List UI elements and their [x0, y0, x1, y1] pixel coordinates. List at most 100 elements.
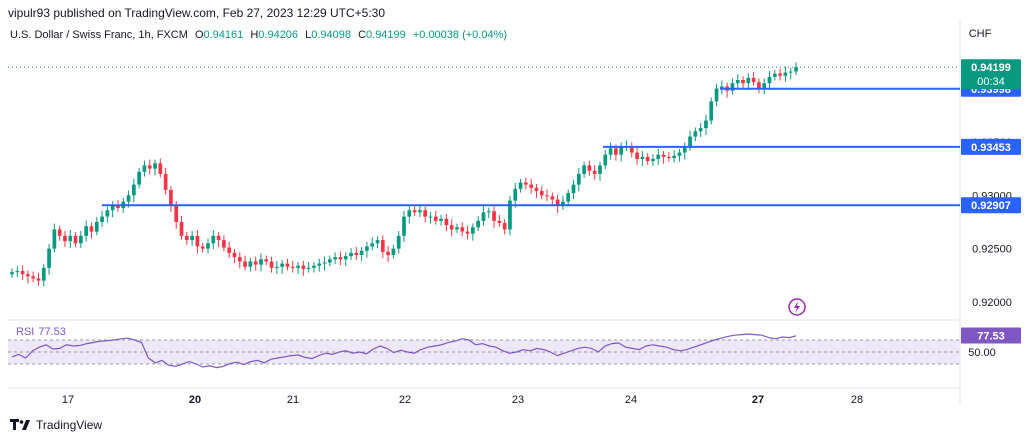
candle-body — [365, 246, 369, 251]
candle-body — [778, 73, 782, 76]
candle-body — [211, 235, 216, 244]
candle-body — [36, 278, 41, 281]
candle-body — [688, 136, 692, 148]
candle-body — [566, 193, 571, 202]
candle-body — [52, 229, 57, 249]
candle-body — [200, 246, 205, 249]
candle-body — [735, 80, 740, 84]
candle-body — [280, 263, 285, 267]
candle-body — [772, 73, 777, 77]
candle-body — [253, 261, 258, 265]
candle-body — [126, 195, 131, 202]
candle-body — [635, 152, 639, 159]
candle-body — [396, 235, 401, 249]
candle-body — [460, 227, 465, 232]
candle-body — [550, 196, 555, 200]
candle-body — [730, 83, 735, 91]
candle-body — [301, 265, 306, 269]
candle-body — [290, 266, 295, 268]
publisher-credit: vipulr93 published on TradingView.com, F… — [8, 6, 386, 20]
candle-body — [741, 80, 745, 84]
candle-body — [407, 210, 412, 217]
candle-body — [147, 165, 152, 169]
candle-body — [518, 182, 523, 189]
candle-body — [439, 218, 443, 221]
candle-body — [402, 216, 406, 236]
current-price-label: 0.94199 — [971, 62, 1011, 74]
candle-body — [153, 163, 157, 169]
tradingview-footer[interactable]: TradingView — [10, 418, 102, 432]
candle-body — [206, 243, 210, 249]
candle-body — [746, 77, 751, 84]
candle-body — [322, 262, 327, 264]
level-price-label: 0.93453 — [971, 142, 1011, 154]
level-price-tag — [961, 197, 1021, 214]
rsi-legend-value: 77.53 — [38, 326, 66, 338]
candle-body — [68, 235, 73, 242]
candle-body — [693, 131, 698, 137]
candle-body — [598, 165, 602, 174]
candle-body — [349, 252, 353, 257]
candle-body — [47, 248, 51, 268]
high-label: H — [250, 29, 259, 41]
candle-body — [465, 231, 470, 234]
candle-body — [259, 259, 263, 265]
candle-body — [306, 267, 311, 269]
candle-body — [682, 147, 687, 153]
candle-body — [455, 227, 459, 230]
candle-body — [603, 154, 608, 166]
candle-body — [614, 148, 618, 155]
candle-body — [137, 171, 141, 185]
candle-body — [497, 220, 502, 224]
candle-body — [587, 165, 592, 171]
candle-body — [608, 148, 613, 155]
lightning-bolt-icon — [794, 301, 800, 313]
candle-body — [667, 156, 671, 158]
close-label: C — [358, 29, 367, 41]
candle-body — [709, 101, 714, 121]
candle-body — [476, 220, 481, 228]
candle-body — [31, 276, 36, 279]
tradingview-logo-icon — [10, 419, 30, 430]
candle-body — [672, 155, 677, 158]
candle-body — [698, 128, 703, 132]
candle-body — [783, 72, 788, 76]
candle-body — [592, 170, 597, 174]
candle-body — [555, 199, 560, 206]
open-label: O — [194, 29, 204, 41]
candle-body — [174, 205, 179, 222]
candle-body — [704, 120, 708, 129]
candle-body — [94, 221, 99, 232]
candle-body — [179, 221, 184, 236]
candle-body — [57, 229, 62, 236]
candle-body — [84, 226, 89, 236]
rsi-tick-label: 50.00 — [968, 347, 996, 359]
candle-body — [449, 225, 454, 230]
candle-body — [169, 189, 173, 206]
candle-body — [142, 165, 147, 172]
candle-body — [412, 210, 417, 213]
low-value: 0.94098 — [311, 29, 351, 41]
candle-body — [561, 201, 565, 206]
candle-body — [571, 184, 576, 194]
candle-body — [719, 86, 724, 89]
price-tick-label: 0.92500 — [972, 244, 1012, 256]
lightning-icon — [788, 298, 806, 316]
candle-body — [391, 248, 396, 256]
candle-body — [79, 235, 83, 244]
candle-body — [317, 263, 322, 266]
candle-body — [190, 235, 194, 241]
candle-body — [195, 235, 200, 247]
candle-body — [216, 235, 221, 241]
candle-body — [89, 226, 94, 232]
time-axis-label: 17 — [62, 394, 74, 406]
candle-body — [338, 257, 343, 260]
candle-body — [285, 263, 290, 267]
candle-body — [110, 205, 115, 211]
candle-body — [375, 240, 380, 244]
candle-body — [629, 146, 634, 153]
candle-body — [471, 227, 475, 234]
candle-body — [545, 195, 549, 197]
level-price-label: 0.92907 — [971, 200, 1011, 212]
